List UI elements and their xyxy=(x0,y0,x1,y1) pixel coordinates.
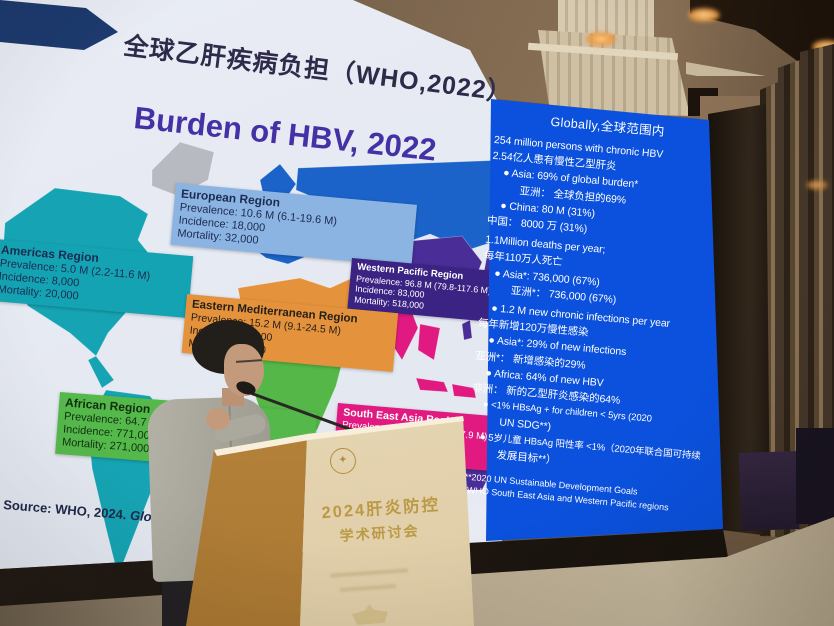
light-reflection xyxy=(806,180,828,190)
map-indonesia-east xyxy=(451,383,477,399)
map-greenland xyxy=(151,141,215,197)
map-indochina xyxy=(417,323,441,361)
stage-speaker-box xyxy=(796,428,834,524)
map-indonesia xyxy=(415,377,449,393)
map-central-america xyxy=(87,355,115,389)
ceiling-light xyxy=(688,8,720,22)
column-shaft xyxy=(558,0,654,38)
ceiling-light xyxy=(586,32,616,46)
speaker-hand xyxy=(206,408,230,430)
stage-speaker-box xyxy=(738,451,800,531)
map-philippines xyxy=(461,319,473,341)
blue-panel-text: Globally,全球范围内 254 million persons with … xyxy=(463,106,720,516)
